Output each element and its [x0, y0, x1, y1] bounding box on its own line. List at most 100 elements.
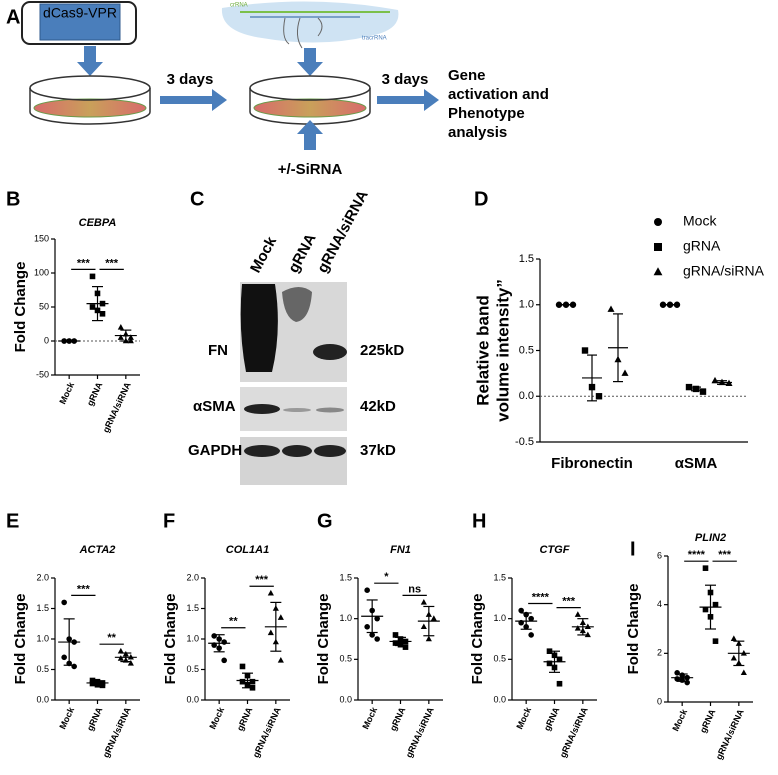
construct-label: dCas9-VPR	[43, 5, 117, 21]
x-tick-label: gRNA/siRNA	[558, 705, 590, 759]
significance-label: ***	[105, 257, 119, 269]
blot-image	[240, 437, 347, 485]
panel-label: B	[6, 188, 20, 210]
y-tick-label: 2	[657, 648, 662, 658]
y-axis-label: Fold Change	[12, 594, 29, 685]
significance-label: ***	[255, 574, 269, 586]
x-tick-label: Mock	[57, 380, 76, 406]
x-tick-label: gRNA/siRNA	[251, 705, 283, 759]
outcome-line: activation and	[448, 86, 549, 103]
outcome-line: Phenotype	[448, 105, 525, 122]
y-axis-label: Fold Change	[315, 594, 332, 685]
data-point	[277, 614, 284, 620]
lane-label: gRNA/siRNA	[314, 187, 372, 275]
panel-label: C	[190, 188, 204, 210]
construct-fill	[39, 3, 121, 41]
band	[283, 408, 311, 412]
x-tick-label: gRNA/siRNA	[101, 380, 133, 434]
lane-label: Mock	[247, 233, 280, 275]
data-point	[730, 635, 737, 641]
y-tick-label: 100	[34, 267, 49, 277]
x-tick-label: Mock	[57, 705, 76, 731]
x-tick-label: Mock	[207, 705, 226, 731]
data-point	[730, 654, 737, 661]
data-point	[221, 639, 227, 645]
step-label: 3 days	[167, 71, 214, 88]
data-point	[712, 638, 719, 644]
chart-title: FN1	[390, 544, 411, 556]
y-tick-label: 0.0	[339, 694, 352, 704]
y-tick-label: 1.5	[519, 253, 534, 265]
panel-label: A	[6, 6, 20, 28]
y-tick-label: 150	[34, 233, 49, 243]
data-point	[518, 607, 524, 614]
data-point	[71, 663, 77, 670]
x-tick-label: Mock	[360, 705, 379, 731]
legend-label: gRNA/siRNA	[683, 263, 765, 279]
significance-label: ***	[562, 596, 576, 608]
x-tick-label: gRNA	[698, 707, 718, 734]
y-tick-label: 1.0	[519, 299, 534, 311]
data-point	[89, 273, 96, 280]
legend-label: gRNA	[683, 238, 721, 254]
data-point	[89, 680, 96, 687]
data-point	[712, 601, 719, 608]
protein-label: FN	[208, 342, 228, 359]
y-axis-label: volume intensity”	[493, 279, 512, 422]
data-point	[574, 611, 581, 617]
x-tick-label: gRNA	[542, 705, 562, 732]
legend-label: Mock	[683, 213, 717, 229]
data-point	[61, 599, 67, 606]
dish	[249, 75, 371, 125]
panel-label: H	[472, 510, 486, 532]
data-point	[420, 623, 427, 630]
band	[313, 344, 347, 360]
data-point	[684, 679, 690, 686]
data-point	[740, 669, 747, 676]
y-tick-label: 0.0	[519, 390, 534, 402]
y-axis-label: Fold Change	[625, 584, 642, 675]
x-tick-label: gRNA/siRNA	[714, 707, 746, 761]
y-tick-label: 1.5	[36, 603, 49, 613]
significance-label: ns	[408, 583, 421, 595]
protein-label: αSMA	[193, 398, 236, 415]
band	[316, 407, 344, 413]
data-point	[117, 334, 124, 340]
data-point	[211, 633, 217, 639]
data-point	[392, 632, 399, 638]
band	[244, 445, 280, 457]
y-tick-label: 0.0	[36, 694, 49, 704]
band	[244, 404, 280, 414]
data-point	[556, 680, 563, 687]
y-tick-label: 0.5	[339, 654, 352, 664]
data-point	[581, 347, 589, 354]
data-point	[99, 682, 106, 689]
panel-label: D	[474, 188, 488, 210]
data-point	[117, 655, 124, 661]
y-tick-label: -0.5	[515, 436, 534, 448]
data-point	[607, 305, 615, 312]
x-tick-label: Mock	[670, 707, 689, 733]
dish	[29, 75, 151, 125]
guide-rna-graphic: crRNA tracrRNA	[221, 1, 399, 49]
y-tick-label: 0.0	[493, 694, 506, 704]
y-tick-label: 1.5	[186, 603, 199, 613]
x-tick-label: gRNA	[235, 705, 255, 732]
protein-label: GAPDH	[188, 442, 242, 459]
data-point	[546, 660, 553, 667]
arrow	[377, 89, 439, 111]
x-tick-label: gRNA/siRNA	[404, 705, 436, 759]
data-point	[702, 606, 709, 613]
y-tick-label: 1.5	[339, 572, 352, 582]
y-tick-label: 2.0	[186, 572, 199, 582]
chart-title: CTGF	[540, 544, 570, 556]
data-point	[685, 383, 693, 391]
data-point	[595, 393, 603, 400]
significance-label: ****	[532, 591, 550, 603]
data-point	[369, 632, 375, 638]
data-point	[621, 369, 629, 376]
size-label: 42kD	[360, 398, 396, 415]
data-point	[374, 636, 380, 642]
data-point	[117, 647, 124, 654]
